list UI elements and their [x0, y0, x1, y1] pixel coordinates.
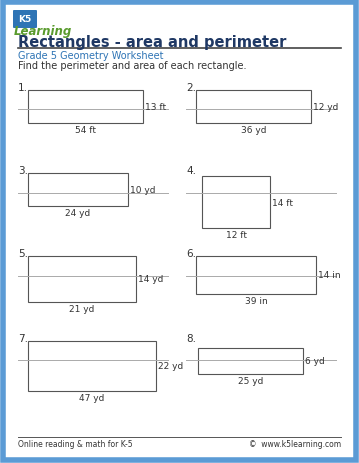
Text: 6 yd: 6 yd — [305, 357, 325, 366]
Text: 54 ft: 54 ft — [75, 126, 96, 135]
Bar — [198, 348, 303, 374]
Text: 2.: 2. — [186, 83, 196, 93]
Bar — [196, 257, 316, 294]
Text: K5: K5 — [18, 15, 32, 25]
Bar — [202, 176, 270, 229]
Text: 14 ft: 14 ft — [272, 198, 293, 207]
Text: 7.: 7. — [18, 333, 28, 343]
Text: Find the perimeter and area of each rectangle.: Find the perimeter and area of each rect… — [18, 61, 247, 71]
Text: Grade 5 Geometry Worksheet: Grade 5 Geometry Worksheet — [18, 51, 163, 61]
FancyBboxPatch shape — [13, 11, 37, 29]
Text: 22 yd: 22 yd — [158, 362, 183, 371]
Text: 24 yd: 24 yd — [65, 208, 90, 218]
Bar — [28, 174, 128, 206]
Bar — [28, 91, 143, 124]
Text: 39 in: 39 in — [244, 296, 267, 305]
Text: 12 yd: 12 yd — [313, 103, 339, 112]
Text: ©  www.k5learning.com: © www.k5learning.com — [249, 439, 341, 449]
Text: 6.: 6. — [186, 249, 196, 258]
Text: 1.: 1. — [18, 83, 28, 93]
Bar — [28, 341, 156, 391]
Text: 36 yd: 36 yd — [241, 126, 266, 135]
Text: 5.: 5. — [18, 249, 28, 258]
Text: 14 yd: 14 yd — [138, 275, 163, 284]
Bar — [196, 91, 311, 124]
Text: 12 ft: 12 ft — [225, 231, 247, 239]
Text: 13 ft: 13 ft — [145, 103, 166, 112]
Text: 8.: 8. — [186, 333, 196, 343]
Text: Online reading & math for K-5: Online reading & math for K-5 — [18, 439, 132, 449]
Text: 21 yd: 21 yd — [69, 304, 95, 313]
Text: 3.: 3. — [18, 166, 28, 175]
Bar — [28, 257, 136, 302]
Text: Learning: Learning — [14, 25, 72, 38]
Text: 25 yd: 25 yd — [238, 376, 263, 385]
Text: 4.: 4. — [186, 166, 196, 175]
Text: 14 in: 14 in — [318, 271, 341, 280]
Text: 10 yd: 10 yd — [130, 186, 155, 194]
Text: Rectangles - area and perimeter: Rectangles - area and perimeter — [18, 36, 286, 50]
Text: 47 yd: 47 yd — [79, 393, 105, 402]
